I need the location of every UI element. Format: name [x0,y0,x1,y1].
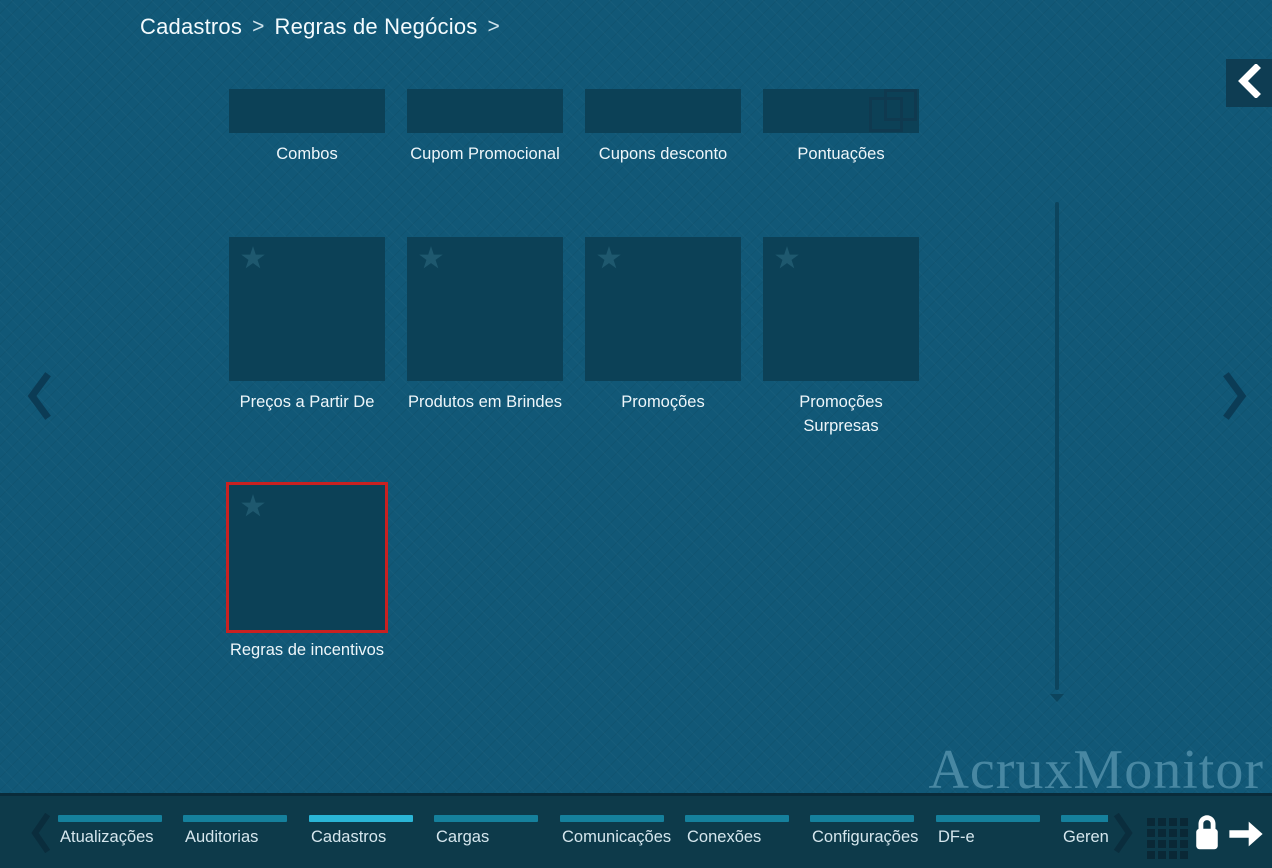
bottom-tab[interactable]: Atualizações [58,815,178,847]
grid-tile[interactable] [585,89,741,133]
breadcrumb-item-cadastros[interactable]: Cadastros [140,14,243,39]
tab-label: Configurações [812,828,919,846]
star-icon [594,244,624,277]
tabs-scroll-left-button[interactable] [28,812,52,858]
chevron-right-icon [1112,812,1136,857]
breadcrumb-item-regras-de-negocios[interactable]: Regras de Negócios [274,14,478,39]
grid-tile-label: Cupons desconto [598,145,728,163]
grid-tile[interactable] [763,89,919,133]
collapse-panel-button[interactable] [1226,59,1272,107]
page-previous-button[interactable] [24,372,52,425]
grid-tile[interactable] [763,237,919,381]
grid-tile[interactable] [229,485,385,630]
bottom-tab-strip: Atualizações Auditorias Cadastros Cargas Com… [58,815,1108,867]
tabs-scroll-right-button[interactable] [1112,812,1136,858]
go-forward-arrow-icon[interactable] [1227,818,1265,855]
bottom-tab[interactable]: Geren [1061,815,1108,847]
bottom-nav-bar: Atualizações Auditorias Cadastros Cargas Com… [0,793,1272,868]
tab-indicator [434,815,538,822]
page-next-button[interactable] [1222,372,1250,425]
chevron-right-icon [1222,372,1250,424]
chevron-left-icon [1236,62,1262,103]
tab-label: Cadastros [311,828,387,846]
bottom-tab[interactable]: Cargas [434,815,554,847]
tab-indicator [810,815,914,822]
grid-tile-label: Promoções Surpresas [799,393,883,435]
tab-label: DF-e [938,828,975,846]
scrollbar-down-arrow-icon[interactable] [1050,694,1064,702]
grid-tile-label: Produtos em Brindes [407,393,563,411]
tab-indicator [1061,815,1108,822]
grid-tile[interactable] [407,89,563,133]
tab-label: Geren [1063,828,1108,846]
star-icon [772,244,802,277]
bottom-tab[interactable]: Auditorias [183,815,303,847]
star-icon [238,244,268,277]
lock-icon[interactable] [1190,811,1224,860]
grid-tile-label: Cupom Promocional [410,145,560,163]
bottom-tab[interactable]: Cadastros [309,815,429,847]
vertical-scrollbar[interactable] [1055,202,1059,690]
grid-tile[interactable] [229,237,385,381]
tab-label: Conexões [687,828,762,846]
chevron-left-icon [24,372,52,424]
bottom-tab[interactable]: Conexões [685,815,805,847]
grid-tile-label: Preços a Partir De [239,393,375,411]
overlapping-squares-icon [867,89,919,133]
grid-tile[interactable] [229,89,385,133]
tab-label: Cargas [436,828,490,846]
star-icon [416,244,446,277]
breadcrumb: Cadastros > Regras de Negócios > [140,14,500,40]
bottom-tab[interactable]: DF-e [936,815,1056,847]
bottom-tab[interactable]: Comunicações [560,815,680,847]
tab-label: Atualizações [60,828,154,846]
grid-tile-label: Regras de incentivos [229,641,385,659]
grid-tile-label: Promoções [621,393,705,411]
breadcrumb-separator-icon: > [487,15,500,38]
chevron-left-icon [28,812,52,857]
breadcrumb-separator-icon: > [252,15,265,38]
grid-tile[interactable] [585,237,741,381]
star-icon [238,492,268,525]
grid-tile[interactable] [407,237,563,381]
tab-label: Auditorias [185,828,259,846]
tab-label: Comunicações [562,828,672,846]
tab-indicator [560,815,664,822]
tab-indicator [309,815,413,822]
tab-indicator [685,815,789,822]
tab-indicator [936,815,1040,822]
grid-tile-label: Pontuações [797,145,885,163]
bottom-tab[interactable]: Configurações [810,815,930,847]
app-watermark: AcruxMonitor [928,739,1264,801]
grid-tile-label: Combos [276,145,338,163]
apps-grid-icon[interactable] [1147,818,1188,859]
tab-indicator [58,815,162,822]
tab-indicator [183,815,287,822]
